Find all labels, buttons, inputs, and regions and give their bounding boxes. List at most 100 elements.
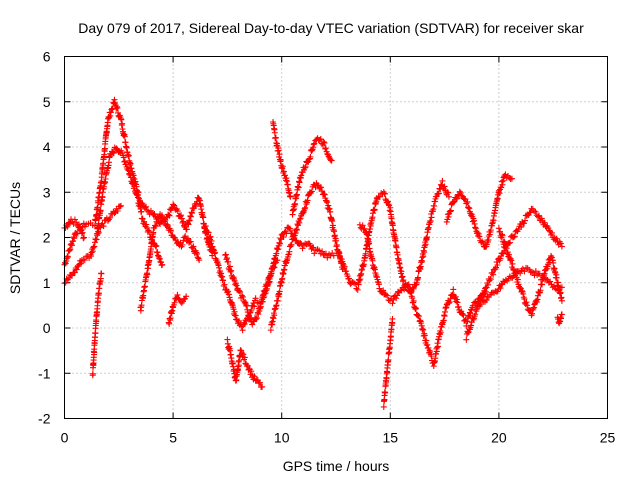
data-point <box>354 286 361 293</box>
data-point <box>299 208 306 215</box>
data-point <box>506 174 513 181</box>
data-point <box>415 274 422 281</box>
data-point <box>453 296 460 303</box>
data-point <box>125 152 132 159</box>
data-point <box>184 220 191 227</box>
x-tick-label: 25 <box>600 430 616 446</box>
data-point <box>182 223 189 230</box>
data-point <box>529 310 536 317</box>
data-point <box>371 206 378 213</box>
data-point <box>537 287 544 294</box>
data-point <box>100 223 107 230</box>
data-point <box>325 202 332 209</box>
data-point <box>558 284 565 291</box>
data-point <box>534 271 541 278</box>
data-point <box>69 272 76 279</box>
data-point <box>385 201 392 208</box>
data-point <box>187 238 194 245</box>
data-point <box>487 276 494 283</box>
data-point <box>505 251 512 258</box>
data-point <box>530 304 537 311</box>
data-point <box>113 145 120 152</box>
data-point <box>464 198 471 205</box>
data-point <box>527 209 534 216</box>
x-tick-label: 5 <box>169 430 177 446</box>
data-point <box>447 207 454 214</box>
data-point <box>253 315 260 322</box>
data-point <box>420 253 427 260</box>
data-point <box>241 320 248 327</box>
data-point <box>187 213 194 220</box>
series-track-o <box>356 221 409 307</box>
series-track-v <box>554 311 565 327</box>
data-point <box>498 231 505 238</box>
data-point <box>321 139 328 146</box>
data-point <box>62 279 69 286</box>
data-point <box>64 253 71 260</box>
data-point <box>95 229 102 236</box>
data-point <box>541 219 548 226</box>
data-point <box>271 312 278 319</box>
data-point <box>508 175 515 182</box>
data-point <box>493 259 500 266</box>
data-point <box>362 250 369 257</box>
data-point <box>143 221 150 228</box>
data-point <box>71 216 78 223</box>
data-point <box>167 315 174 322</box>
data-point <box>389 315 396 322</box>
data-point <box>275 246 282 253</box>
data-point <box>299 245 306 252</box>
data-point <box>171 202 178 209</box>
data-point <box>532 268 539 275</box>
data-point <box>155 252 162 259</box>
data-point <box>248 368 255 375</box>
data-point <box>558 311 565 318</box>
data-point <box>460 312 467 319</box>
data-point <box>64 276 71 283</box>
data-point <box>508 257 515 264</box>
data-point <box>67 246 74 253</box>
data-point <box>127 171 134 178</box>
data-point <box>261 290 268 297</box>
data-point <box>239 293 246 300</box>
data-point <box>302 204 309 211</box>
data-point <box>480 291 487 298</box>
data-point <box>466 205 473 212</box>
data-point <box>78 230 85 237</box>
data-point <box>445 189 452 196</box>
data-point <box>188 209 195 216</box>
series-track-d <box>61 216 88 242</box>
data-point <box>497 285 504 292</box>
data-point <box>121 133 128 140</box>
data-point <box>81 234 88 241</box>
data-point <box>124 166 131 173</box>
data-point <box>456 188 463 195</box>
data-point <box>270 263 277 270</box>
data-point <box>472 311 479 318</box>
data-point <box>384 198 391 205</box>
data-point <box>78 260 85 267</box>
data-point <box>220 277 227 284</box>
data-point <box>272 260 279 267</box>
data-point <box>225 288 232 295</box>
data-point <box>292 230 299 237</box>
series-track-e <box>89 270 105 379</box>
data-point <box>174 208 181 215</box>
data-point <box>499 181 506 188</box>
data-point <box>180 218 187 225</box>
y-tick-label: 5 <box>43 94 51 110</box>
data-point <box>279 275 286 282</box>
data-point <box>224 255 231 262</box>
data-point <box>244 362 251 369</box>
data-point <box>295 184 302 191</box>
data-point <box>167 227 174 234</box>
data-point <box>320 138 327 145</box>
data-point <box>205 229 212 236</box>
data-point <box>64 253 71 260</box>
data-point <box>415 313 422 320</box>
data-point <box>276 288 283 295</box>
series-track-j <box>222 251 281 328</box>
series-track-i <box>224 336 266 391</box>
data-point <box>447 208 454 215</box>
data-point <box>272 134 279 141</box>
